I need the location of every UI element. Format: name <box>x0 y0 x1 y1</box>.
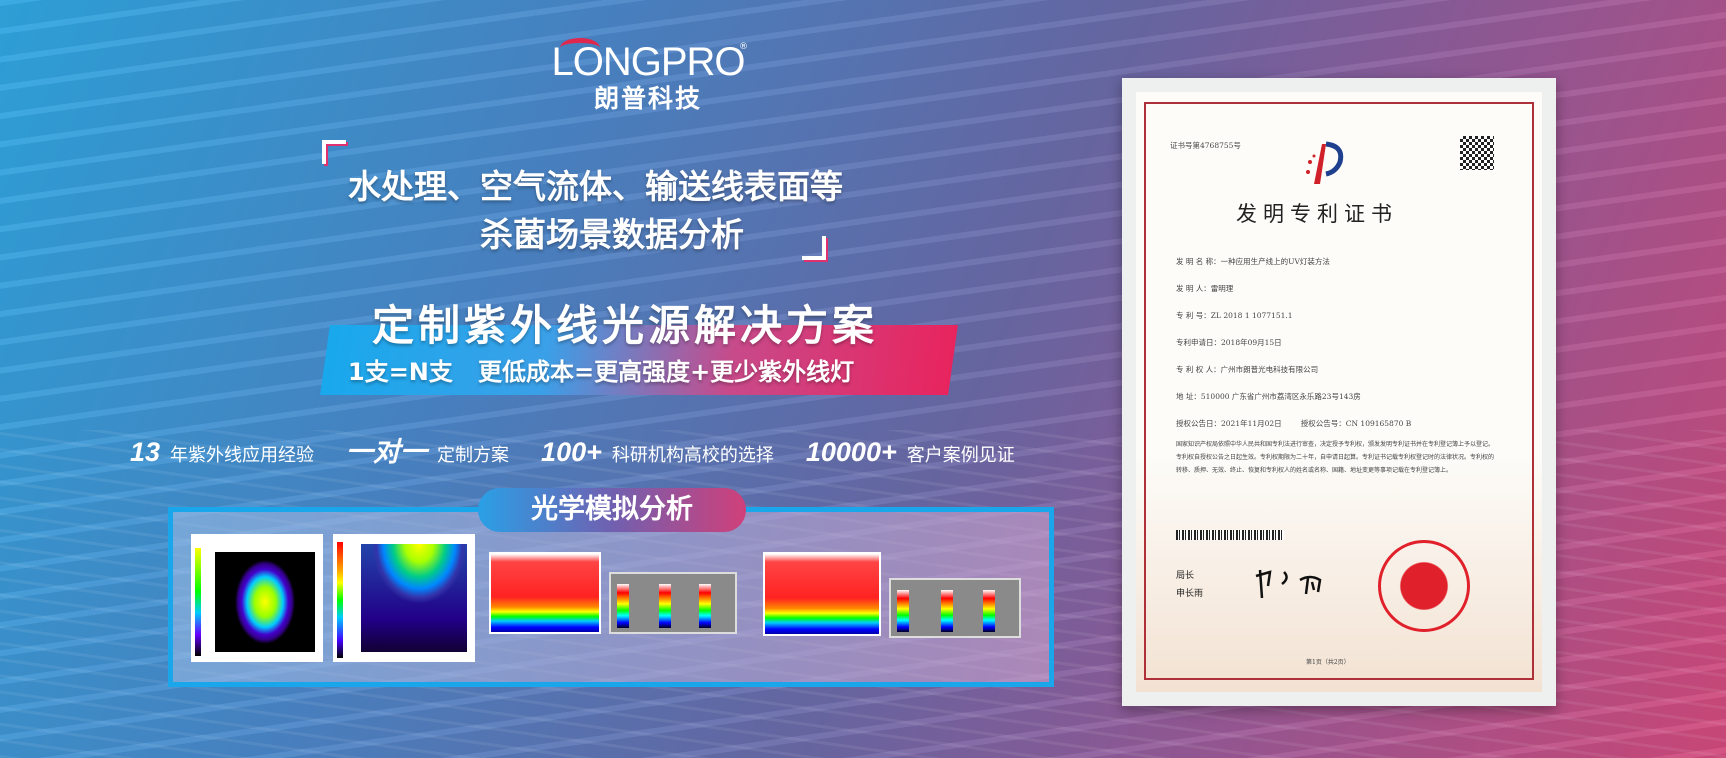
qr-code <box>1460 136 1494 170</box>
certificate-body: 国家知识产权局依照中华人民共和国专利法进行审查，决定授予专利权，颁发发明专利证书… <box>1176 441 1495 474</box>
headline-line2: 杀菌场景数据分析 <box>480 215 744 254</box>
certificate-field: 发 明 人：雷明理 <box>1176 284 1234 293</box>
heatmap-1 <box>489 552 601 634</box>
cnipa-emblem <box>1304 140 1344 184</box>
certificate-field: 地 址：510000 广东省广州市荔湾区永乐路23号143房 <box>1176 392 1361 401</box>
close-bracket <box>802 236 826 260</box>
certificate-field: 发 明 名 称：一种应用生产线上的UV灯装方法 <box>1176 257 1330 266</box>
stat-value: 13 <box>130 437 161 467</box>
logo-cn-name: 朗普科技 <box>593 84 702 113</box>
stat-label: 客户案例见证 <box>906 445 1015 466</box>
registered-mark: ® <box>739 42 748 52</box>
headline-line1: 水处理、空气流体、输送线表面等 <box>348 167 843 206</box>
signature <box>1250 564 1340 600</box>
irradiance-plot-1 <box>191 534 323 662</box>
official-seal <box>1378 540 1470 632</box>
certificate-field: 专 利 权 人：广州市朗普光电科技有限公司 <box>1176 365 1319 374</box>
heatmap-legend-2 <box>889 578 1021 638</box>
certificate-title: 发明专利证书 <box>1236 202 1398 226</box>
optical-analysis-panel <box>168 507 1054 687</box>
barcode <box>1176 530 1284 540</box>
stat-value: 10000+ <box>805 437 897 467</box>
certificate-number: 证书号第4768755号 <box>1170 141 1241 150</box>
longpro-logo: LONGPRO ® 朗普科技 <box>548 38 748 114</box>
certificate-field: 授权公告日：2021年11月02日 授权公告号：CN 109165870 B <box>1176 419 1412 428</box>
stats-row: 13 年紫外线应用经验 一对一 定制方案 100+ 科研机构高校的选择 10000+ 客… <box>130 430 1037 469</box>
stat-value: 100+ <box>541 437 602 467</box>
stat-label: 定制方案 <box>437 445 510 466</box>
signer-title: 局长 <box>1176 571 1195 581</box>
certificate-field: 专 利 号：ZL 2018 1 1077151.1 <box>1176 311 1293 320</box>
stat-label: 科研机构高校的选择 <box>611 445 774 466</box>
certificate-border <box>1144 102 1534 680</box>
stat-value: 一对一 <box>346 437 428 467</box>
open-bracket <box>322 140 346 164</box>
solution-subtitle: 1支=N支 更低成本=更高强度+更少紫外线灯 <box>348 358 855 386</box>
solution-title: 定制紫外线光源解决方案 <box>372 301 879 350</box>
certificate-page: 第1页（共2页） <box>1306 659 1350 666</box>
patent-certificate: 证书号第4768755号 发明专利证书 发 明 名 称：一种应用生产线上的UV灯… <box>1122 78 1556 706</box>
optical-analysis-title: 光学模拟分析 <box>478 488 746 532</box>
signer-name: 申长雨 <box>1176 589 1204 599</box>
stat-label: 年紫外线应用经验 <box>170 445 315 466</box>
heatmap-legend-1 <box>609 572 737 634</box>
certificate-field: 专利申请日：2018年09月15日 <box>1176 338 1282 347</box>
irradiance-plot-2 <box>333 534 475 662</box>
heatmap-2 <box>763 552 881 636</box>
